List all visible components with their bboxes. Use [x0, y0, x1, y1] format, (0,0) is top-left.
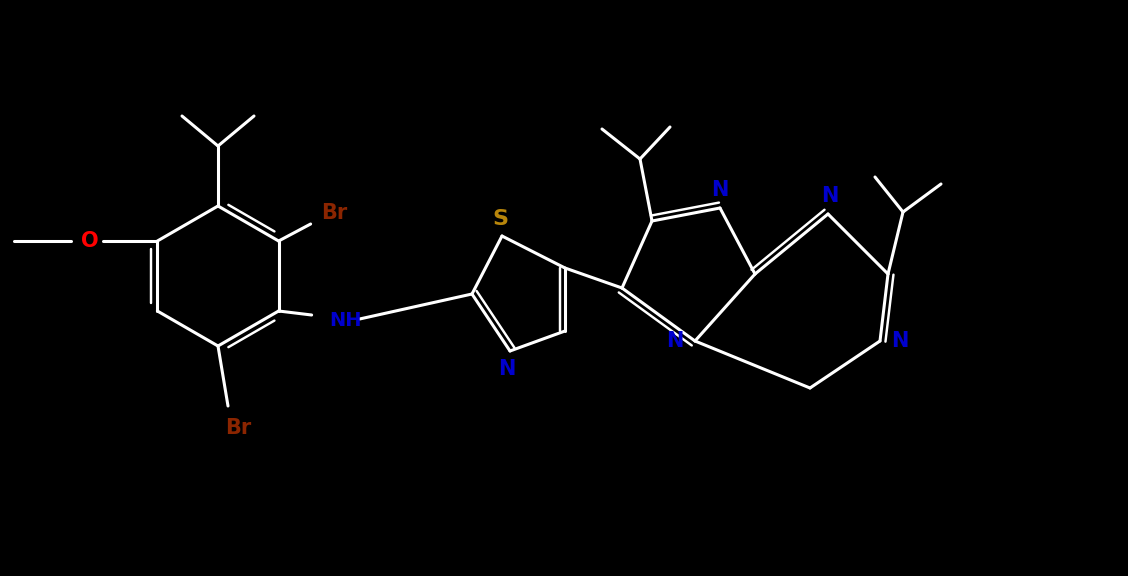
Text: NH: NH: [329, 312, 362, 331]
Text: N: N: [891, 331, 909, 351]
Text: N: N: [499, 359, 515, 379]
Text: N: N: [821, 186, 839, 206]
Text: S: S: [492, 209, 508, 229]
Text: N: N: [712, 180, 729, 200]
Text: N: N: [667, 331, 684, 351]
Text: Br: Br: [321, 203, 347, 223]
Text: Br: Br: [224, 418, 252, 438]
Text: O: O: [80, 231, 98, 251]
